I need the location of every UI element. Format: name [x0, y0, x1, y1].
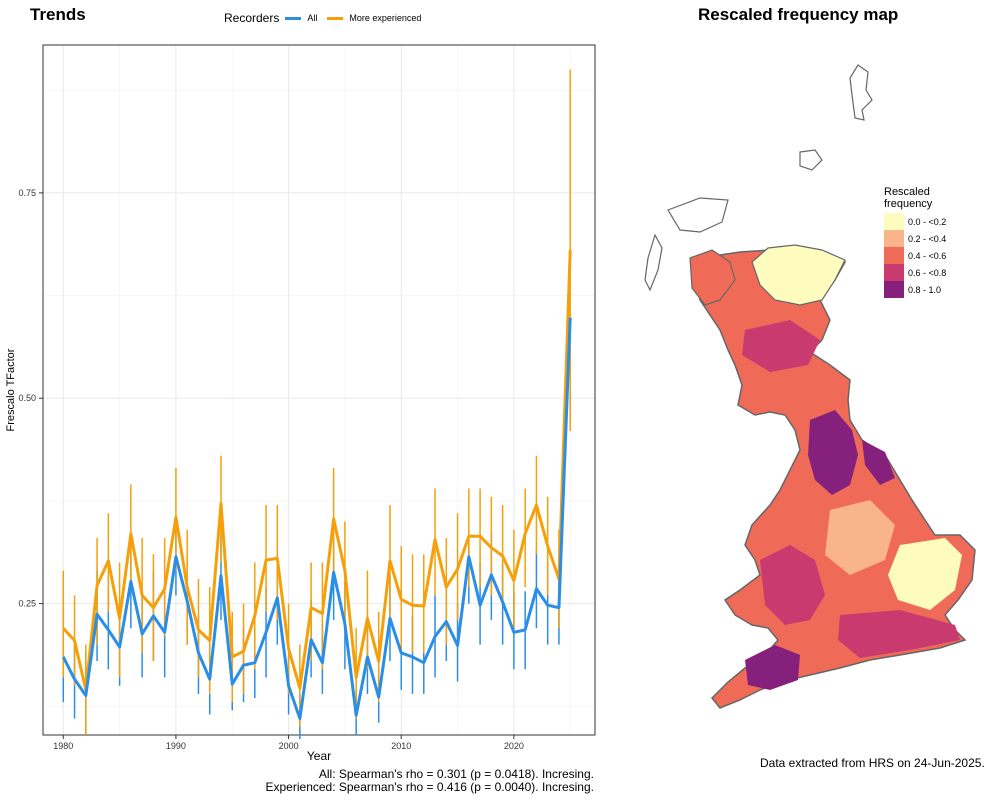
legend-swatch: [884, 213, 904, 230]
map-region-wales: [760, 545, 825, 625]
y-axis-label: Frescalo TFactor: [5, 348, 17, 431]
source-note: Data extracted from HRS on 24-Jun-2025.: [760, 756, 985, 770]
legend-bin-label: 0.2 - <0.4: [908, 233, 947, 244]
stat-all: All: Spearman's rho = 0.301 (p = 0.0418)…: [318, 767, 594, 781]
y-tick-label: 0.50: [18, 393, 36, 403]
map-region-central-scotland: [742, 320, 820, 372]
legend-title: Recorders: [224, 11, 280, 25]
legend-label-all: All: [307, 13, 318, 23]
legend-bin-label: 0.6 - <0.8: [908, 267, 947, 278]
map-legend-row: 0.8 - 1.0: [884, 281, 946, 298]
legend-bin-label: 0.4 - <0.6: [908, 250, 947, 261]
legend-swatch: [884, 264, 904, 281]
map-region-midlands: [825, 500, 895, 575]
map-region-south: [838, 610, 960, 658]
legend-label-experienced: More experienced: [349, 13, 422, 23]
map-legend-title: Rescaled frequency: [884, 186, 946, 210]
x-tick-label: 2010: [391, 741, 411, 751]
x-tick-label: 1980: [53, 741, 73, 751]
x-tick-label: 2000: [279, 741, 299, 751]
legend-swatch: [884, 247, 904, 264]
stat-experienced: Experienced: Spearman's rho = 0.416 (p =…: [265, 780, 595, 794]
map-legend-row: 0.2 - <0.4: [884, 230, 946, 247]
map-legend-title-line2: frequency: [884, 198, 933, 210]
series-line-experienced: [62, 250, 572, 692]
map-region-northeast: [862, 440, 895, 485]
legend-swatch: [884, 230, 904, 247]
legend-swatch: [884, 281, 904, 298]
map-legend-row: 0.4 - <0.6: [884, 247, 946, 264]
legend-key-all: [285, 16, 302, 20]
map-legend-title-line1: Rescaled: [884, 186, 930, 198]
map-region-east: [888, 538, 962, 610]
map-legend-row: 0.0 - <0.2: [884, 213, 946, 230]
map-outline-orkney: [799, 149, 823, 171]
map-title: Rescaled frequency map: [698, 5, 899, 24]
map-region-pennines: [808, 410, 858, 495]
axis-ticks: 0.25 0.50 0.75 1980 1990 2000 2010 2020: [18, 188, 523, 751]
map-region-highlands: [689, 249, 736, 306]
map-legend-row: 0.6 - <0.8: [884, 264, 946, 281]
map-outline-hebrides: [644, 233, 663, 292]
map-outline-shetland: [849, 64, 873, 121]
legend-bin-label: 0.0 - <0.2: [908, 216, 947, 227]
series-lines: [61, 250, 572, 721]
map-legend: Rescaled frequency 0.0 - <0.2 0.2 - <0.4…: [884, 186, 946, 298]
x-tick-label: 2020: [504, 741, 524, 751]
x-axis-label: Year: [307, 749, 331, 763]
map-outline-western-isles: [667, 197, 729, 233]
map-region-north: [751, 244, 846, 306]
chart-legend: Recorders All More experienced: [224, 11, 421, 25]
legend-bin-label: 0.8 - 1.0: [908, 284, 942, 295]
legend-key-experienced: [327, 16, 344, 20]
y-tick-label: 0.75: [18, 188, 36, 198]
gb-map: [644, 64, 976, 709]
map-region-southwest: [745, 645, 800, 690]
trends-title: Trends: [30, 5, 86, 24]
series-line-all: [61, 317, 572, 721]
plot-frame: [42, 44, 596, 736]
trend-chart: 0.25 0.50 0.75 1980 1990 2000 2010 2020 Year Fr…: [5, 44, 596, 763]
error-bars: [62, 69, 571, 740]
y-tick-label: 0.25: [18, 599, 36, 609]
x-tick-label: 1990: [166, 741, 186, 751]
